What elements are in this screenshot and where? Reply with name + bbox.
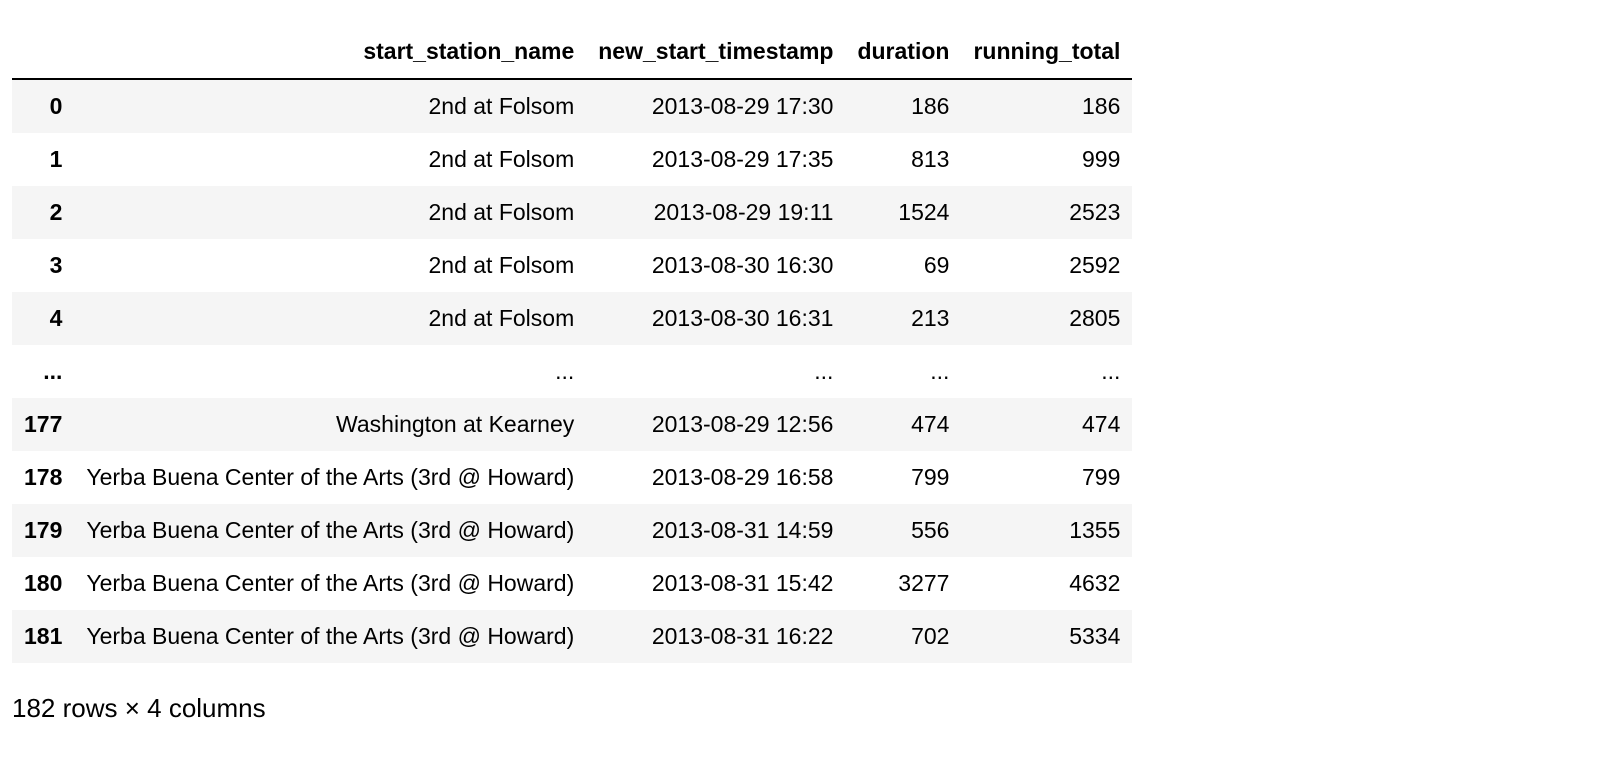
cell-start-station-name: 2nd at Folsom (428, 305, 575, 331)
cell-new-start-timestamp: 2013-08-29 17:35 (651, 146, 834, 172)
cell-start-station-name: 2nd at Folsom (428, 146, 575, 172)
row-index: ... (43, 358, 63, 384)
table-row: 177 Washington at Kearney 2013-08-29 12:56… (12, 398, 1133, 451)
table-row: 179 Yerba Buena Center of the Arts (3rd @… (12, 504, 1133, 557)
table-row: 1 2nd at Folsom 2013-08-29 17:35 813 999 (12, 133, 1133, 186)
row-index: 2 (49, 199, 63, 225)
row-index: 177 (24, 411, 63, 437)
cell-start-station-name: Yerba Buena Center of the Arts (3rd @ Ho… (86, 623, 575, 649)
table-row: ............... (12, 345, 1133, 398)
row-index: 181 (24, 623, 63, 649)
cell-duration: 813 (911, 146, 950, 172)
header-row: start_station_name new_start_timestamp d… (12, 24, 1133, 80)
cell-new-start-timestamp: 2013-08-31 14:59 (651, 517, 834, 543)
cell-start-station-name: Washington at Kearney (336, 411, 575, 437)
row-index: 3 (49, 252, 63, 278)
cell-running-total: 999 (1082, 146, 1121, 172)
table-row: 2 2nd at Folsom 2013-08-29 19:11 1524 2523 (12, 186, 1133, 239)
dataframe-output: start_station_name new_start_timestamp d… (12, 24, 1133, 724)
row-index: 4 (49, 305, 63, 331)
row-index: 0 (49, 93, 63, 119)
cell-running-total: 5334 (1069, 623, 1121, 649)
cell-start-station-name: 2nd at Folsom (428, 252, 575, 278)
row-index: 178 (24, 464, 63, 490)
cell-duration: 556 (911, 517, 950, 543)
cell-duration: 186 (911, 93, 950, 119)
cell-new-start-timestamp: ... (814, 358, 834, 384)
cell-duration: 213 (911, 305, 950, 331)
row-index: 180 (24, 570, 63, 596)
table-row: 0 2nd at Folsom 2013-08-29 17:30 186 186 (12, 79, 1133, 133)
row-index: 179 (24, 517, 63, 543)
cell-start-station-name: Yerba Buena Center of the Arts (3rd @ Ho… (86, 464, 575, 490)
column-header-start-station-name: start_station_name (74, 24, 587, 80)
table-header: start_station_name new_start_timestamp d… (12, 24, 1133, 80)
index-header (12, 24, 75, 80)
cell-start-station-name: 2nd at Folsom (428, 93, 575, 119)
cell-new-start-timestamp: 2013-08-29 17:30 (651, 93, 834, 119)
dataframe-shape-summary: 182 rows × 4 columns (12, 693, 266, 723)
table-row: 178 Yerba Buena Center of the Arts (3rd @… (12, 451, 1133, 504)
cell-new-start-timestamp: 2013-08-30 16:31 (651, 305, 834, 331)
cell-running-total: 1355 (1069, 517, 1121, 543)
table-body: 0 2nd at Folsom 2013-08-29 17:30 186 186 1 2nd… (12, 79, 1133, 663)
cell-running-total: ... (1101, 358, 1121, 384)
cell-running-total: 4632 (1069, 570, 1121, 596)
cell-duration: ... (930, 358, 950, 384)
cell-new-start-timestamp: 2013-08-29 19:11 (653, 199, 834, 225)
cell-new-start-timestamp: 2013-08-31 16:22 (651, 623, 834, 649)
column-header-running-total: running_total (961, 24, 1133, 80)
cell-duration: 799 (911, 464, 950, 490)
row-index: 1 (49, 146, 63, 172)
cell-new-start-timestamp: 2013-08-29 16:58 (651, 464, 834, 490)
cell-duration: 474 (911, 411, 950, 437)
cell-start-station-name: ... (555, 358, 575, 384)
cell-running-total: 2805 (1069, 305, 1121, 331)
cell-duration: 3277 (898, 570, 950, 596)
cell-running-total: 2523 (1069, 199, 1121, 225)
cell-running-total: 799 (1082, 464, 1121, 490)
cell-start-station-name: Yerba Buena Center of the Arts (3rd @ Ho… (86, 517, 575, 543)
table-row: 3 2nd at Folsom 2013-08-30 16:30 69 2592 (12, 239, 1133, 292)
column-header-new-start-timestamp: new_start_timestamp (586, 24, 846, 80)
table-row: 181 Yerba Buena Center of the Arts (3rd @… (12, 610, 1133, 663)
dataframe-table: start_station_name new_start_timestamp d… (12, 24, 1133, 663)
cell-running-total: 474 (1082, 411, 1121, 437)
cell-start-station-name: Yerba Buena Center of the Arts (3rd @ Ho… (86, 570, 575, 596)
cell-new-start-timestamp: 2013-08-31 15:42 (651, 570, 834, 596)
table-row: 4 2nd at Folsom 2013-08-30 16:31 213 2805 (12, 292, 1133, 345)
cell-duration: 1524 (898, 199, 950, 225)
cell-new-start-timestamp: 2013-08-29 12:56 (651, 411, 834, 437)
cell-running-total: 186 (1082, 93, 1121, 119)
cell-new-start-timestamp: 2013-08-30 16:30 (651, 252, 834, 278)
cell-duration: 69 (923, 252, 950, 278)
cell-start-station-name: 2nd at Folsom (428, 199, 575, 225)
cell-running-total: 2592 (1069, 252, 1121, 278)
cell-duration: 702 (911, 623, 950, 649)
column-header-duration: duration (845, 24, 962, 80)
table-row: 180 Yerba Buena Center of the Arts (3rd @… (12, 557, 1133, 610)
